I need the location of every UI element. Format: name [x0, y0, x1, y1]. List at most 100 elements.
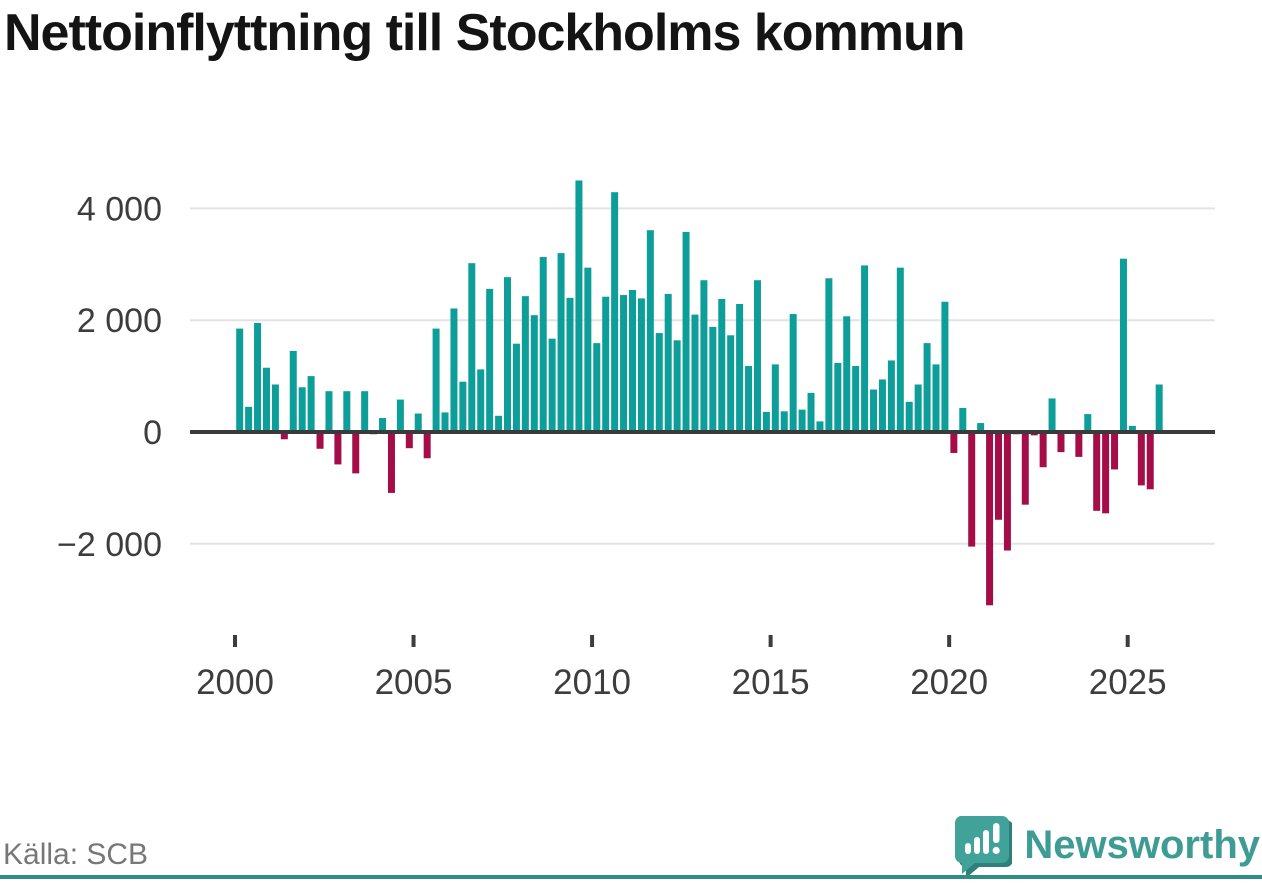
bar-2024-Q1	[1093, 432, 1101, 511]
bar-2002-Q1	[307, 376, 315, 432]
x-axis-label-2020: 2020	[910, 663, 988, 702]
logo-bar-large	[983, 830, 990, 854]
source-attribution: Källa: SCB	[3, 838, 149, 871]
bar-2017-Q4	[870, 389, 878, 432]
bar-2014-Q2	[745, 366, 753, 432]
newsworthy-logo: Newsworthy	[952, 814, 1260, 876]
bar-2018-Q3	[896, 267, 904, 432]
bar-2021-Q1	[986, 432, 994, 606]
bar-2004-Q2	[387, 432, 395, 493]
bar-2020-Q4	[977, 423, 985, 432]
bar-2005-Q2	[423, 432, 431, 459]
bar-2024-Q2	[1102, 432, 1110, 514]
bar-2009-Q3	[575, 180, 583, 432]
logo-exclamation-dot	[992, 846, 1001, 855]
bar-2001-Q3	[289, 350, 297, 432]
bar-2013-Q2	[709, 326, 717, 432]
bar-2025-Q4	[1155, 384, 1163, 433]
bar-2004-Q4	[405, 432, 413, 449]
bar-2007-Q3	[504, 277, 512, 432]
bar-2001-Q2	[280, 432, 288, 440]
x-axis-label-2000: 2000	[196, 663, 274, 702]
bar-2020-Q1	[950, 432, 958, 453]
bar-2017-Q2	[852, 366, 860, 432]
bar-2000-Q2	[245, 406, 253, 432]
bar-2015-Q1	[771, 364, 779, 432]
bar-2019-Q2	[923, 343, 931, 432]
bar-2014-Q4	[762, 411, 770, 432]
bar-2013-Q4	[727, 335, 735, 432]
bar-2021-Q2	[995, 432, 1002, 520]
newsworthy-wordmark: Newsworthy	[1024, 822, 1260, 867]
bar-2007-Q2	[495, 415, 503, 432]
bar-2010-Q1	[593, 343, 601, 432]
bar-2012-Q4	[691, 314, 699, 432]
bar-2006-Q2	[459, 381, 467, 432]
logo-exclamation-bar	[993, 823, 1000, 843]
bar-2008-Q4	[548, 338, 556, 432]
bar-2016-Q2	[816, 421, 824, 432]
bar-2006-Q1	[450, 308, 458, 432]
bar-2010-Q3	[611, 192, 619, 432]
bar-2003-Q1	[343, 391, 351, 432]
bar-2024-Q3	[1111, 432, 1119, 470]
bar-2004-Q1	[379, 418, 387, 432]
bar-2002-Q2	[316, 432, 324, 449]
bar-2007-Q4	[512, 343, 520, 432]
x-axis-label-2015: 2015	[732, 663, 810, 702]
bar-2019-Q4	[941, 301, 949, 432]
bar-2023-Q4	[1084, 414, 1092, 432]
bar-2016-Q1	[807, 392, 815, 432]
y-axis-label-4000: 4 000	[77, 190, 162, 228]
bar-2019-Q3	[932, 364, 940, 432]
bar-2023-Q1	[1057, 432, 1065, 453]
bar-2004-Q3	[396, 399, 404, 432]
bar-2006-Q4	[477, 369, 485, 432]
bar-2015-Q3	[789, 314, 797, 432]
bar-2005-Q4	[441, 412, 449, 432]
bar-2014-Q1	[736, 303, 744, 432]
bar-2018-Q4	[905, 401, 913, 432]
bar-2011-Q3	[646, 230, 654, 432]
bar-2023-Q3	[1075, 432, 1083, 457]
bar-2012-Q2	[673, 340, 681, 432]
bar-2017-Q1	[843, 316, 851, 432]
bar-2009-Q4	[584, 267, 592, 432]
bar-2008-Q3	[539, 257, 547, 432]
bar-2001-Q1	[271, 384, 279, 433]
bar-2005-Q1	[414, 413, 422, 432]
bar-2025-Q1	[1128, 425, 1136, 432]
bar-2010-Q4	[620, 295, 628, 432]
bar-2006-Q3	[468, 263, 476, 432]
bar-2018-Q2	[887, 360, 895, 432]
x-axis-label-2010: 2010	[553, 663, 631, 702]
bar-2000-Q1	[236, 328, 244, 432]
bar-2015-Q4	[798, 409, 806, 432]
bar-2003-Q3	[361, 391, 369, 432]
bar-2013-Q1	[700, 280, 708, 432]
bar-2017-Q3	[861, 265, 869, 432]
bar-2022-Q3	[1039, 432, 1047, 468]
x-axis-label-2025: 2025	[1089, 663, 1167, 702]
brand-bottom-strip	[0, 875, 1262, 879]
bar-2011-Q2	[637, 298, 645, 432]
bar-2008-Q2	[530, 315, 538, 432]
bar-2000-Q4	[262, 367, 270, 432]
bar-2009-Q1	[557, 253, 565, 432]
y-axis-label-0: 0	[143, 414, 162, 452]
bar-2012-Q1	[664, 293, 672, 432]
bar-2009-Q2	[566, 297, 574, 432]
y-axis-label-2000: 2 000	[77, 302, 162, 340]
bar-2024-Q4	[1119, 258, 1127, 432]
bar-2019-Q1	[914, 384, 922, 433]
bar-2007-Q1	[486, 288, 494, 432]
bar-2002-Q4	[334, 432, 342, 465]
bar-2012-Q3	[682, 231, 690, 432]
bar-2020-Q3	[968, 432, 976, 547]
logo-bar-medium	[974, 837, 981, 854]
bar-2022-Q1	[1021, 432, 1029, 505]
bar-2016-Q4	[834, 362, 842, 432]
bar-2020-Q2	[959, 407, 967, 432]
y-axis-label--2000: −2 000	[57, 526, 162, 564]
